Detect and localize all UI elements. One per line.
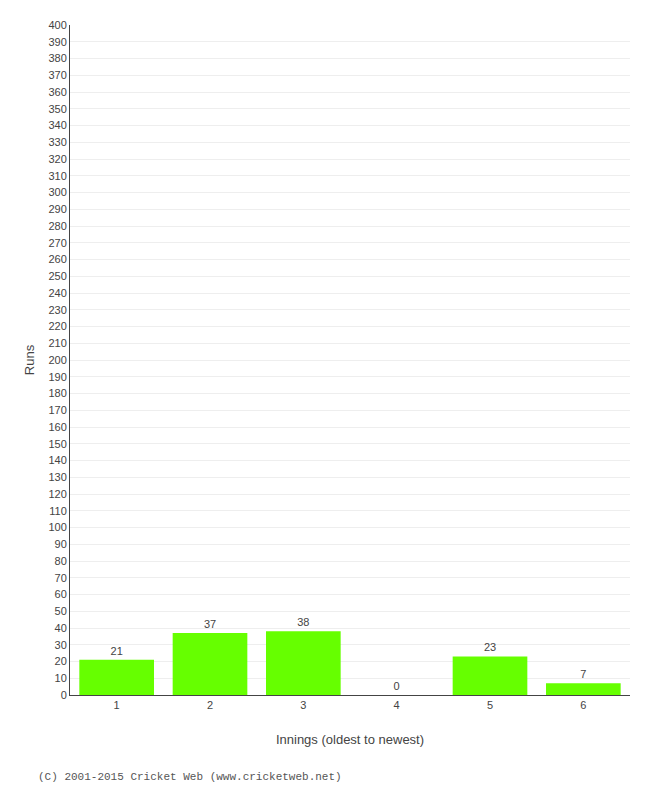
svg-text:330: 330 [48,136,66,148]
svg-text:340: 340 [48,119,66,131]
svg-text:3: 3 [300,699,306,711]
svg-text:320: 320 [48,153,66,165]
svg-text:120: 120 [48,488,66,500]
svg-text:140: 140 [48,454,66,466]
svg-text:90: 90 [55,538,67,550]
svg-text:240: 240 [48,287,66,299]
svg-text:7: 7 [580,668,586,680]
svg-text:380: 380 [48,52,66,64]
svg-text:220: 220 [48,320,66,332]
svg-text:23: 23 [484,641,496,653]
svg-text:210: 210 [48,337,66,349]
svg-text:0: 0 [394,680,400,692]
svg-text:0: 0 [61,689,67,701]
svg-text:37: 37 [204,618,216,630]
svg-text:Innings (oldest to newest): Innings (oldest to newest) [276,732,424,747]
svg-text:40: 40 [55,622,67,634]
svg-text:38: 38 [297,616,309,628]
svg-text:160: 160 [48,421,66,433]
svg-text:50: 50 [55,605,67,617]
svg-text:250: 250 [48,270,66,282]
svg-text:110: 110 [49,505,67,517]
svg-text:20: 20 [55,655,67,667]
svg-text:370: 370 [48,69,66,81]
svg-text:280: 280 [48,220,66,232]
svg-text:200: 200 [48,354,66,366]
svg-text:60: 60 [55,588,67,600]
svg-text:21: 21 [111,645,123,657]
svg-text:260: 260 [48,253,66,265]
svg-text:390: 390 [48,36,66,48]
svg-text:360: 360 [48,86,66,98]
svg-text:130: 130 [48,471,66,483]
svg-text:310: 310 [48,170,66,182]
svg-text:80: 80 [55,555,67,567]
svg-text:5: 5 [487,699,493,711]
svg-text:230: 230 [48,304,66,316]
svg-text:100: 100 [48,521,66,533]
svg-text:(C) 2001-2015 Cricket Web (www: (C) 2001-2015 Cricket Web (www.cricketwe… [38,771,342,783]
svg-text:300: 300 [48,186,66,198]
svg-text:150: 150 [48,438,66,450]
svg-text:6: 6 [580,699,586,711]
svg-text:70: 70 [55,572,67,584]
svg-text:Runs: Runs [22,344,37,375]
svg-text:400: 400 [48,19,66,31]
svg-text:2: 2 [207,699,213,711]
svg-text:4: 4 [394,699,400,711]
svg-text:270: 270 [48,237,66,249]
svg-text:290: 290 [48,203,66,215]
svg-text:10: 10 [55,672,67,684]
svg-text:170: 170 [48,404,66,416]
svg-text:1: 1 [114,699,120,711]
svg-text:180: 180 [48,387,66,399]
svg-text:190: 190 [48,371,66,383]
svg-text:350: 350 [48,103,66,115]
svg-text:30: 30 [55,639,67,651]
